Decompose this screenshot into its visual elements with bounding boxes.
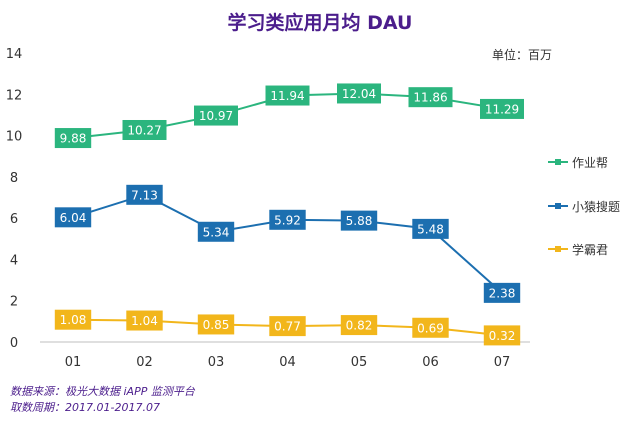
data-label: 11.29 (485, 102, 519, 116)
x-tick-label: 01 (65, 355, 82, 370)
data-point-marker (340, 210, 378, 231)
legend-label: 小猿搜题 (572, 199, 620, 214)
data-point-marker (54, 128, 92, 149)
data-source-note: 数据来源：极光大数据 iAPP 监测平台 (10, 385, 195, 398)
y-tick-label: 8 (10, 171, 18, 186)
data-label: 9.88 (60, 132, 87, 146)
unit-label: 单位：百万 (491, 48, 552, 62)
legend-marker (555, 246, 561, 252)
y-tick-label: 2 (10, 295, 18, 310)
data-point-marker (408, 87, 453, 108)
data-point-marker (412, 317, 449, 338)
x-tick-label: 03 (208, 355, 225, 370)
data-point-marker (54, 309, 92, 330)
data-point-marker (197, 314, 235, 335)
data-label: 10.97 (199, 109, 233, 123)
x-tick-label: 06 (422, 355, 439, 370)
legend-marker (555, 203, 561, 209)
legend-label: 学霸君 (572, 242, 608, 257)
data-label: 0.82 (346, 319, 373, 333)
data-point-marker (126, 310, 163, 331)
data-period-note: 取数周期：2017.01-2017.07 (10, 401, 160, 414)
y-tick-label: 14 (6, 47, 23, 62)
data-label: 6.04 (60, 211, 87, 225)
legend-marker (555, 159, 561, 165)
chart-title: 学习类应用月均 DAU (227, 12, 413, 34)
legend-item: 小猿搜题 (548, 199, 620, 214)
data-label: 1.04 (131, 314, 158, 328)
data-label: 1.08 (60, 313, 87, 327)
data-point-marker (265, 85, 310, 106)
data-label: 7.13 (131, 188, 158, 202)
data-point-marker (54, 207, 92, 228)
x-tick-label: 02 (136, 355, 153, 370)
data-label: 5.48 (417, 222, 444, 236)
data-label: 0.85 (203, 318, 230, 332)
data-label: 11.94 (270, 89, 304, 103)
x-tick-label: 04 (279, 355, 296, 370)
data-point-marker (126, 184, 163, 205)
data-point-marker (480, 98, 524, 119)
y-tick-label: 10 (6, 130, 23, 145)
data-point-marker (483, 325, 521, 346)
data-point-marker (412, 218, 449, 239)
legend-item: 学霸君 (548, 242, 608, 257)
legend-item: 作业帮 (548, 156, 608, 170)
data-label: 5.34 (203, 225, 230, 239)
data-point-marker (269, 209, 306, 230)
data-point-marker (483, 282, 521, 303)
data-label: 2.38 (489, 286, 516, 300)
data-label: 5.92 (274, 213, 301, 227)
data-label: 0.32 (489, 329, 516, 343)
x-tick-label: 05 (351, 355, 368, 370)
data-label: 0.69 (417, 321, 444, 335)
legend-label: 作业帮 (572, 156, 608, 170)
y-tick-label: 12 (6, 88, 23, 103)
data-label: 10.27 (127, 123, 161, 137)
data-point-marker (197, 221, 235, 242)
x-tick-label: 07 (494, 355, 511, 370)
series-2: 1.08 1.04 0.85 0.77 0.82 0.69 0.32 (54, 309, 521, 346)
y-tick-label: 6 (10, 212, 18, 227)
data-point-marker (194, 105, 238, 126)
y-tick-label: 0 (10, 336, 18, 351)
y-tick-label: 4 (10, 253, 18, 268)
data-point-marker (337, 83, 381, 104)
data-point-marker (122, 119, 167, 140)
data-label: 0.77 (274, 320, 301, 334)
series-line (72, 193, 503, 294)
data-label: 11.86 (413, 91, 447, 105)
series-0: 9.88 10.27 10.97 11.94 12.04 11.86 11.29 (54, 83, 524, 149)
data-point-marker (269, 316, 306, 337)
data-point-marker (340, 315, 378, 336)
data-label: 12.04 (342, 87, 376, 101)
data-label: 5.88 (346, 214, 373, 228)
series-1: 6.04 7.13 5.34 5.92 5.88 5.48 2.38 (54, 184, 521, 303)
